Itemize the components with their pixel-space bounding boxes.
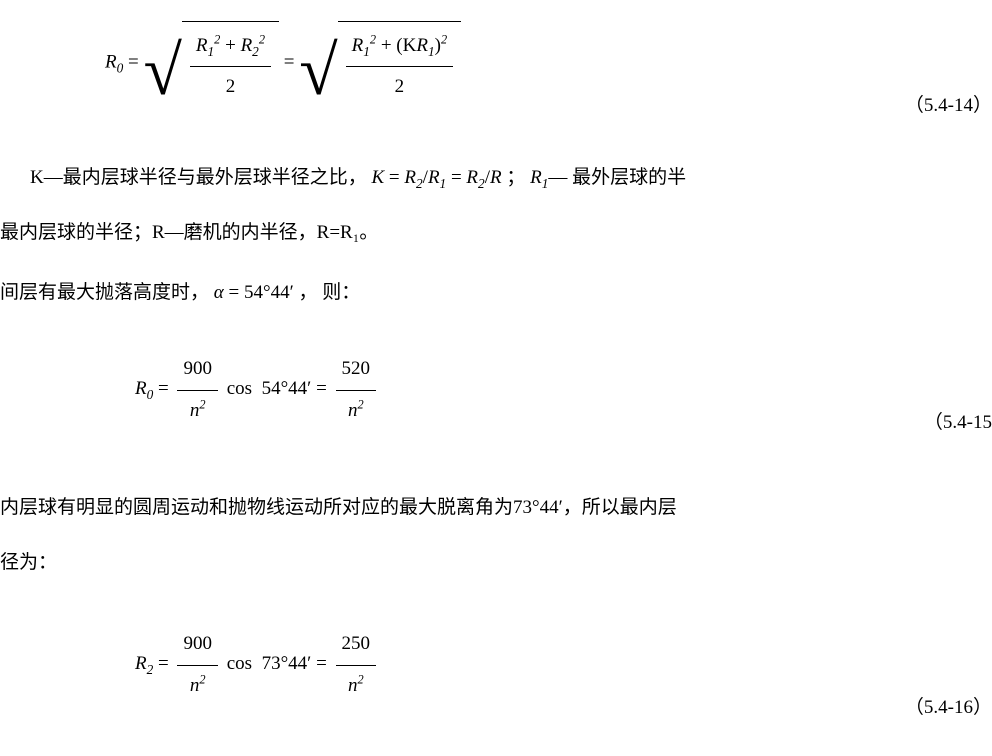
equation-row-2: R0 = 900 n2 cos 54°44′ = 520 n2 （5.4-15 [0, 345, 992, 435]
equation-row-1: R0 = √ R12 + R22 2 = √ [0, 8, 992, 118]
eq3-number: （5.4-16） [905, 690, 992, 726]
kexpr-R2-sub: 2 [416, 176, 423, 191]
para3-pre: 间层有最大抛落高度时， [0, 282, 209, 303]
para1-tail: 最外层球的半 [567, 167, 686, 188]
para1-dash: — [548, 167, 567, 188]
eq1-number: （5.4-14） [905, 88, 992, 124]
kexpr-R1: R [428, 167, 440, 188]
eq1: R0 = √ R12 + R22 2 = √ [105, 19, 461, 107]
eq1-s2-den: 2 [346, 67, 453, 105]
eq3-eq: = [316, 653, 327, 674]
para1-R1: R [530, 167, 542, 188]
eq2-eq: = [316, 378, 327, 399]
eq1-s2-Ra-sup: 2 [370, 33, 376, 47]
eq2-f1-den-sup: 2 [199, 397, 205, 411]
eq1-s1-Ra-sup: 2 [214, 33, 220, 47]
kexpr-R2: R [404, 167, 416, 188]
eq1-s1-den: 2 [190, 67, 271, 105]
eq1-s2-Rb: R [416, 35, 428, 56]
kexpr-K: K [371, 167, 384, 188]
eq1-s1-Rb-sup: 2 [259, 33, 265, 47]
eq3-ang: 73°44′ [262, 653, 312, 674]
eq2: R0 = 900 n2 cos 54°44′ = 520 n2 [135, 351, 380, 428]
kexpr-eq2: = [451, 167, 466, 188]
para3-eq: = [229, 282, 240, 303]
kexpr-eq1: = [389, 167, 400, 188]
para1-semi: ； [506, 167, 525, 188]
kexpr-R2b-sub: 2 [478, 176, 485, 191]
eq1-s1-Rb: R [241, 35, 253, 56]
eq2-f1-den: n [190, 400, 200, 421]
para4-line1: 内层球有明显的圆周运动和抛物线运动所对应的最大脱离角为73°44′，所以最内层 [0, 490, 677, 526]
eq2-f2-den-sup: 2 [357, 397, 363, 411]
eq3-lhs: R [135, 653, 147, 674]
eq3-lhs-sub: 2 [147, 662, 154, 677]
eq1-eq2: = [284, 51, 295, 72]
eq2-number: （5.4-15 [924, 405, 992, 441]
eq3-f2-den-sup: 2 [357, 672, 363, 686]
eq3-f1-den-sup: 2 [199, 672, 205, 686]
eq1-s2-Rb-sub: 1 [428, 44, 435, 59]
eq1-s2-Ra-sub: 1 [363, 44, 370, 59]
para4-line2: 径为： [0, 545, 57, 581]
kexpr-Rb: R [490, 167, 502, 188]
eq1-lhs-R: R [105, 51, 117, 72]
eq2-lhs: R [135, 378, 147, 399]
eq1-sqrt1: √ R12 + R22 2 [143, 19, 279, 107]
eq2-f2-num: 520 [336, 351, 377, 390]
eq2-lhs-sub: 0 [147, 387, 154, 402]
para3-alpha: α [214, 282, 224, 303]
para2: 最内层球的半径；R—磨机的内半径，R=R₁。 [0, 215, 378, 251]
eq3-f2-num: 250 [336, 626, 377, 665]
eq2-f1-num: 900 [177, 351, 218, 390]
eq1-s2-Rb-sup: 2 [441, 33, 447, 47]
eq3-cos: cos [227, 653, 252, 674]
page: R0 = √ R12 + R22 2 = √ [0, 0, 992, 756]
para3-post: ， 则： [298, 282, 360, 303]
eq1-lhs-sub: 0 [117, 60, 124, 75]
eq1-paren-open: (K [396, 35, 416, 56]
para3: 间层有最大抛落高度时， α = 54°44′ ， 则： [0, 275, 360, 311]
para1-pre: K—最内层球半径与最外层球半径之比， [30, 167, 367, 188]
kexpr-R2b: R [466, 167, 478, 188]
eq1-s1-Rb-sub: 2 [252, 44, 259, 59]
eq2-cos: cos [227, 378, 252, 399]
eq1-sqrt2: √ R12 + (KR1)2 2 [299, 19, 461, 107]
eq1-plus1: + [225, 35, 236, 56]
eq3-f1-num: 900 [177, 626, 218, 665]
eq1-s1-Ra: R [196, 35, 208, 56]
eq1-s2-Ra: R [352, 35, 364, 56]
para4a-ang: 73°44′ [513, 497, 563, 518]
eq1-plus2: + [381, 35, 392, 56]
eq3: R2 = 900 n2 cos 73°44′ = 250 n2 [135, 626, 380, 703]
para3-deg: 54°44′ [244, 282, 294, 303]
para4a-pre: 内层球有明显的圆周运动和抛物线运动所对应的最大脱离角为 [0, 497, 513, 518]
para4a-post: ，所以最内层 [563, 497, 677, 518]
eq3-f1-den: n [190, 675, 200, 696]
kexpr-R1-sub: 1 [440, 176, 447, 191]
para1-line1: K—最内层球半径与最外层球半径之比， K = R2/R1 = R2/R ； R1… [30, 160, 686, 196]
equation-row-3: R2 = 900 n2 cos 73°44′ = 250 n2 （5.4-16） [0, 620, 992, 710]
eq2-ang: 54°44′ [262, 378, 312, 399]
